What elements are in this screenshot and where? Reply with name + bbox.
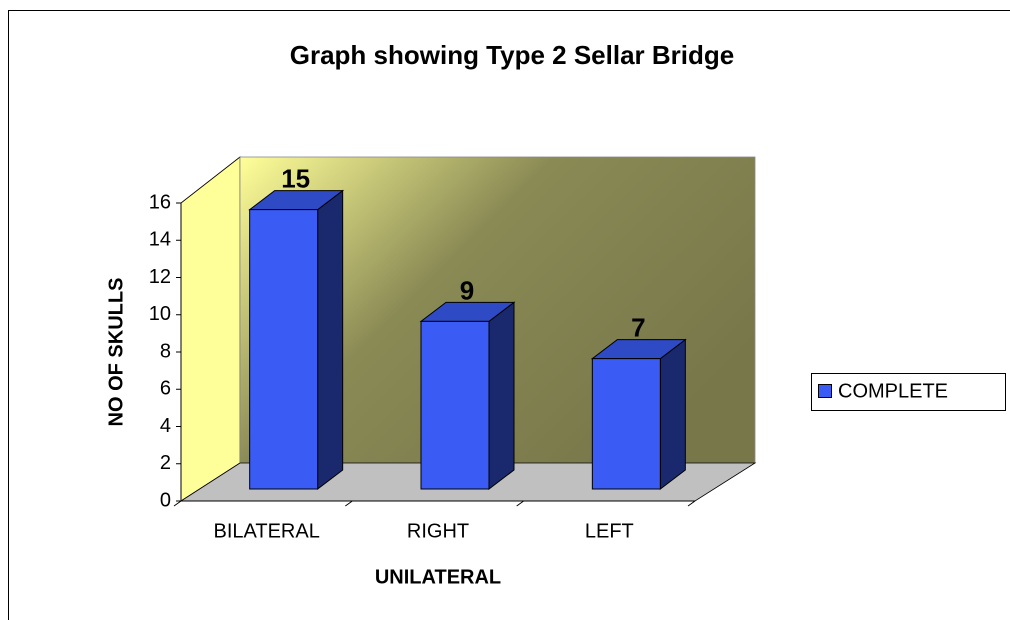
bar-front	[249, 209, 319, 490]
legend-label: COMPLETE	[838, 380, 948, 402]
y-tick-label: 10	[149, 303, 171, 325]
y-tick-label: 4	[160, 415, 171, 437]
bar	[419, 301, 516, 491]
x-tick	[687, 500, 696, 507]
chart-title: Graph showing Type 2 Sellar Bridge	[290, 40, 735, 70]
x-tick-label: LEFT	[585, 520, 634, 542]
legend-box	[811, 373, 1006, 411]
y-tick-label: 0	[160, 489, 171, 511]
bar	[590, 338, 687, 491]
side-wall	[180, 156, 241, 502]
legend-swatch	[818, 384, 832, 398]
x-tick	[516, 500, 524, 507]
value-label: 7	[631, 313, 645, 343]
bar-side	[317, 189, 344, 491]
value-label: 9	[460, 275, 474, 305]
y-tick-label: 16	[149, 191, 171, 213]
bar	[248, 189, 345, 491]
bar-side	[488, 301, 515, 491]
y-tick-label: 14	[149, 229, 171, 251]
y-tick-label: 2	[160, 452, 171, 474]
bar-side	[659, 338, 686, 491]
x-tick-label: RIGHT	[407, 520, 469, 542]
x-tick-label: BILATERAL	[213, 520, 319, 542]
bar-front	[420, 320, 490, 490]
y-tick-label: 8	[160, 340, 171, 362]
x-tick	[345, 500, 353, 507]
y-axis-title: NO OF SKULLS	[105, 278, 127, 427]
y-tick-label: 12	[149, 266, 171, 288]
bar-front	[591, 358, 661, 490]
x-tick	[173, 500, 182, 507]
x-axis-title: UNILATERAL	[375, 566, 501, 588]
value-label: 15	[281, 164, 310, 194]
y-tick-label: 6	[160, 378, 171, 400]
